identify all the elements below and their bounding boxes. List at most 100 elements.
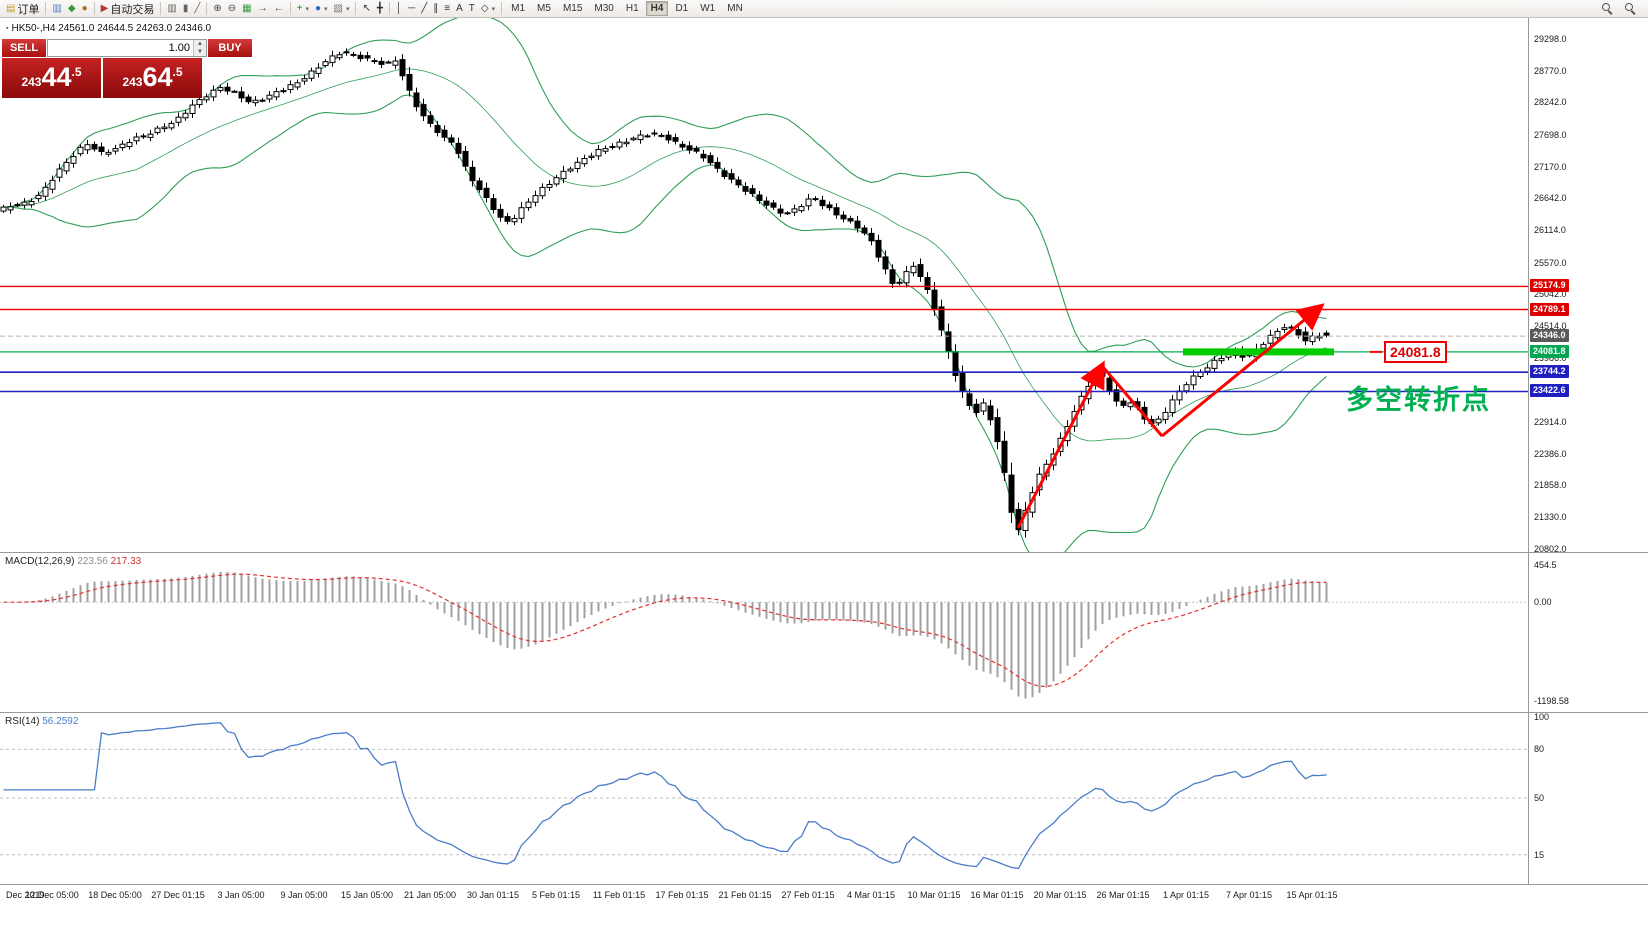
line-chart-icon: ╱ <box>194 2 201 14</box>
bar-chart-button[interactable]: ▥ <box>164 1 179 17</box>
macd-name: MACD(12,26,9) <box>5 556 75 567</box>
rsi-axis-label: 80 <box>1534 744 1545 755</box>
navigator-icon: ● <box>81 2 88 14</box>
candlestick-chart-button[interactable]: ▮ <box>180 1 192 17</box>
macd-panel: 454.5 0.00 -1198.58 MACD(12,26,9) 223.56 2… <box>0 552 1648 712</box>
text-button[interactable]: A <box>453 1 466 17</box>
toolbar-right <box>1599 1 1645 17</box>
zoom-out-button[interactable]: ⊖ <box>225 1 239 17</box>
rsi-axis-label: 15 <box>1534 849 1545 860</box>
timeframe-buttons: M1 M5 M15 M30 H1 H4 D1 W1 MN <box>505 1 749 16</box>
volume-up-button[interactable]: ▲ <box>194 40 206 48</box>
time-axis-label: 5 Feb 01:15 <box>531 890 581 900</box>
new-order-label: 订单 <box>17 3 40 16</box>
timeframe-m30-button[interactable]: M30 <box>594 3 614 14</box>
new-order-button[interactable]: ▤ 订单 <box>3 1 42 17</box>
candlestick-chart-canvas[interactable] <box>0 18 1528 552</box>
time-axis-label: 16 Mar 01:15 <box>970 890 1024 900</box>
rsi-value: 56.2592 <box>42 716 79 727</box>
timeframe-m15-button[interactable]: M15 <box>562 3 583 14</box>
charts-icon: ▥ <box>52 2 62 14</box>
zoom-in-button[interactable]: ⊕ <box>210 1 224 17</box>
equidistant-channel-icon: ∥ <box>433 2 439 14</box>
time-axis-label: 15 Apr 01:15 <box>1286 890 1338 900</box>
price-axis-label: 21858.0 <box>1534 480 1567 491</box>
timeframe-m1-button[interactable]: M1 <box>511 3 526 14</box>
search-symbol-button[interactable] <box>1599 1 1616 17</box>
volume-down-button[interactable]: ▼ <box>194 48 206 56</box>
chart-shift-icon: ← <box>273 2 284 14</box>
macd-canvas[interactable] <box>0 553 1528 713</box>
arrow-shapes-button[interactable]: ◇ ▾ <box>478 1 498 17</box>
sell-price-suffix: .5 <box>71 65 82 79</box>
price-axis-label: 20802.0 <box>1534 543 1567 554</box>
volume-control: ▲ ▼ <box>47 39 207 57</box>
navigator-button[interactable]: ● <box>79 1 91 17</box>
rsi-axis-label: 100 <box>1534 712 1550 722</box>
time-axis-label: 10 Mar 01:15 <box>907 890 961 900</box>
time-axis-label: 17 Feb 01:15 <box>655 890 709 900</box>
macd-axis-label: 0.00 <box>1534 597 1552 608</box>
chart-shift-button[interactable]: ← <box>271 1 287 17</box>
arrow-shapes-icon: ◇ <box>480 2 489 14</box>
indicators-button[interactable]: + ▾ <box>294 1 312 17</box>
sell-price-prefix: 243 <box>21 75 42 89</box>
timeframe-h1-button[interactable]: H1 <box>625 3 639 14</box>
cursor-button[interactable]: ↖ <box>359 1 373 17</box>
sell-price-display[interactable]: 243 44.5 <box>2 58 101 98</box>
macd-label: MACD(12,26,9) 223.56 217.33 <box>5 556 142 567</box>
tile-windows-button[interactable]: ▦ <box>239 1 254 17</box>
time-axis: Dec 2019 12 Dec 05:00 18 Dec 05:00 27 Dec 0… <box>0 884 1648 904</box>
chart-workspace: 29298.0 28770.0 28242.0 27698.0 27170.0 26642… <box>0 18 1648 943</box>
text-label-button[interactable]: T <box>466 1 478 17</box>
periods-button[interactable]: ● ▾ <box>312 1 331 17</box>
market-watch-button[interactable]: ◆ <box>65 1 79 17</box>
zoom-out-icon: ⊖ <box>227 2 237 14</box>
time-axis-label: 26 Mar 01:15 <box>1096 890 1150 900</box>
text-icon: A <box>456 2 463 14</box>
horizontal-line-button[interactable]: ─ <box>405 1 418 17</box>
timeframe-h4-button[interactable]: H4 <box>645 1 669 16</box>
macd-main-value: 223.56 <box>77 556 108 567</box>
rsi-canvas[interactable] <box>0 713 1528 885</box>
buy-price-big: 64 <box>142 62 173 92</box>
volume-input[interactable] <box>48 40 193 56</box>
time-axis-label: 1 Apr 01:15 <box>1162 890 1210 900</box>
auto-scroll-button[interactable]: → <box>255 1 271 17</box>
templates-icon: ▧ <box>333 2 343 14</box>
crosshair-icon: ╋ <box>376 2 383 14</box>
tile-windows-icon: ▦ <box>242 2 252 14</box>
price-tag: 24346.0 <box>1530 329 1569 343</box>
magnifier-button[interactable] <box>1622 1 1639 17</box>
fibonacci-button[interactable]: ≡ <box>441 1 453 17</box>
time-axis-label: 3 Jan 05:00 <box>217 890 265 900</box>
buy-price-display[interactable]: 243 64.5 <box>103 58 202 98</box>
crosshair-button[interactable]: ╋ <box>374 1 386 17</box>
price-tag: 23744.2 <box>1530 365 1569 379</box>
timeframe-d1-button[interactable]: D1 <box>675 3 689 14</box>
time-axis-label: 12 Dec 05:00 <box>25 890 79 900</box>
templates-button[interactable]: ▧ ▾ <box>331 1 353 17</box>
vertical-line-button[interactable]: │ <box>393 1 405 17</box>
timeframe-m5-button[interactable]: M5 <box>537 3 551 14</box>
trendline-button[interactable]: ╱ <box>418 1 430 17</box>
timeframe-w1-button[interactable]: W1 <box>700 3 716 14</box>
line-chart-button[interactable]: ╱ <box>191 1 203 17</box>
trade-buttons-row: SELL ▲ ▼ BUY <box>2 39 252 57</box>
text-label-icon: T <box>468 2 475 14</box>
autotrading-label: 自动交易 <box>110 3 155 16</box>
time-axis-label: 27 Feb 01:15 <box>781 890 835 900</box>
sell-button[interactable]: SELL <box>2 39 46 57</box>
rsi-label: RSI(14) 56.2592 <box>5 716 79 727</box>
zoom-in-icon: ⊕ <box>213 2 222 14</box>
equidistant-channel-button[interactable]: ∥ <box>430 1 441 17</box>
trendline-icon: ╱ <box>421 2 428 14</box>
vertical-line-icon: │ <box>395 2 403 14</box>
autotrading-button[interactable]: ▶ 自动交易 <box>98 1 158 17</box>
price-tag: 24081.8 <box>1530 344 1569 358</box>
new-order-icon: ▤ <box>6 2 16 14</box>
timeframe-mn-button[interactable]: MN <box>727 3 743 14</box>
price-axis-label: 27698.0 <box>1534 130 1567 141</box>
buy-button[interactable]: BUY <box>208 39 252 57</box>
charts-button[interactable]: ▥ <box>49 1 64 17</box>
